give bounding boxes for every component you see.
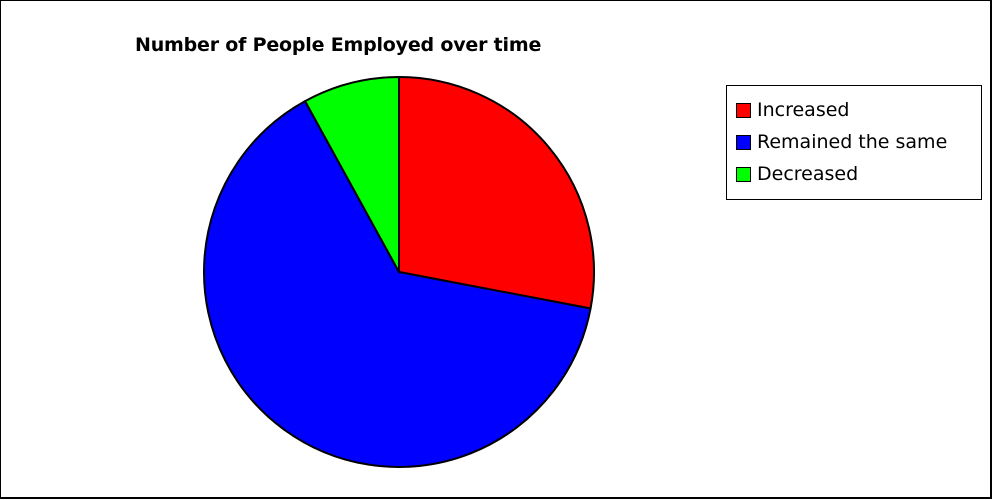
legend-label-decreased: Decreased (757, 163, 859, 185)
chart-title: Number of People Employed over time (135, 34, 542, 56)
legend-swatch-decreased (736, 166, 751, 182)
legend: Increased Remained the same Decreased (726, 85, 982, 200)
legend-swatch-increased (736, 102, 751, 118)
legend-item-decreased: Decreased (727, 158, 981, 190)
legend-swatch-remained-the-same (736, 134, 751, 150)
pie-slice-remained-the-same (203, 100, 592, 468)
legend-label-increased: Increased (757, 99, 850, 121)
legend-label-remained-the-same: Remained the same (757, 131, 948, 153)
pie-slice-decreased (304, 76, 400, 273)
legend-item-remained-the-same: Remained the same (727, 126, 981, 158)
legend-item-increased: Increased (727, 94, 981, 126)
pie-slice-increased (398, 76, 595, 310)
